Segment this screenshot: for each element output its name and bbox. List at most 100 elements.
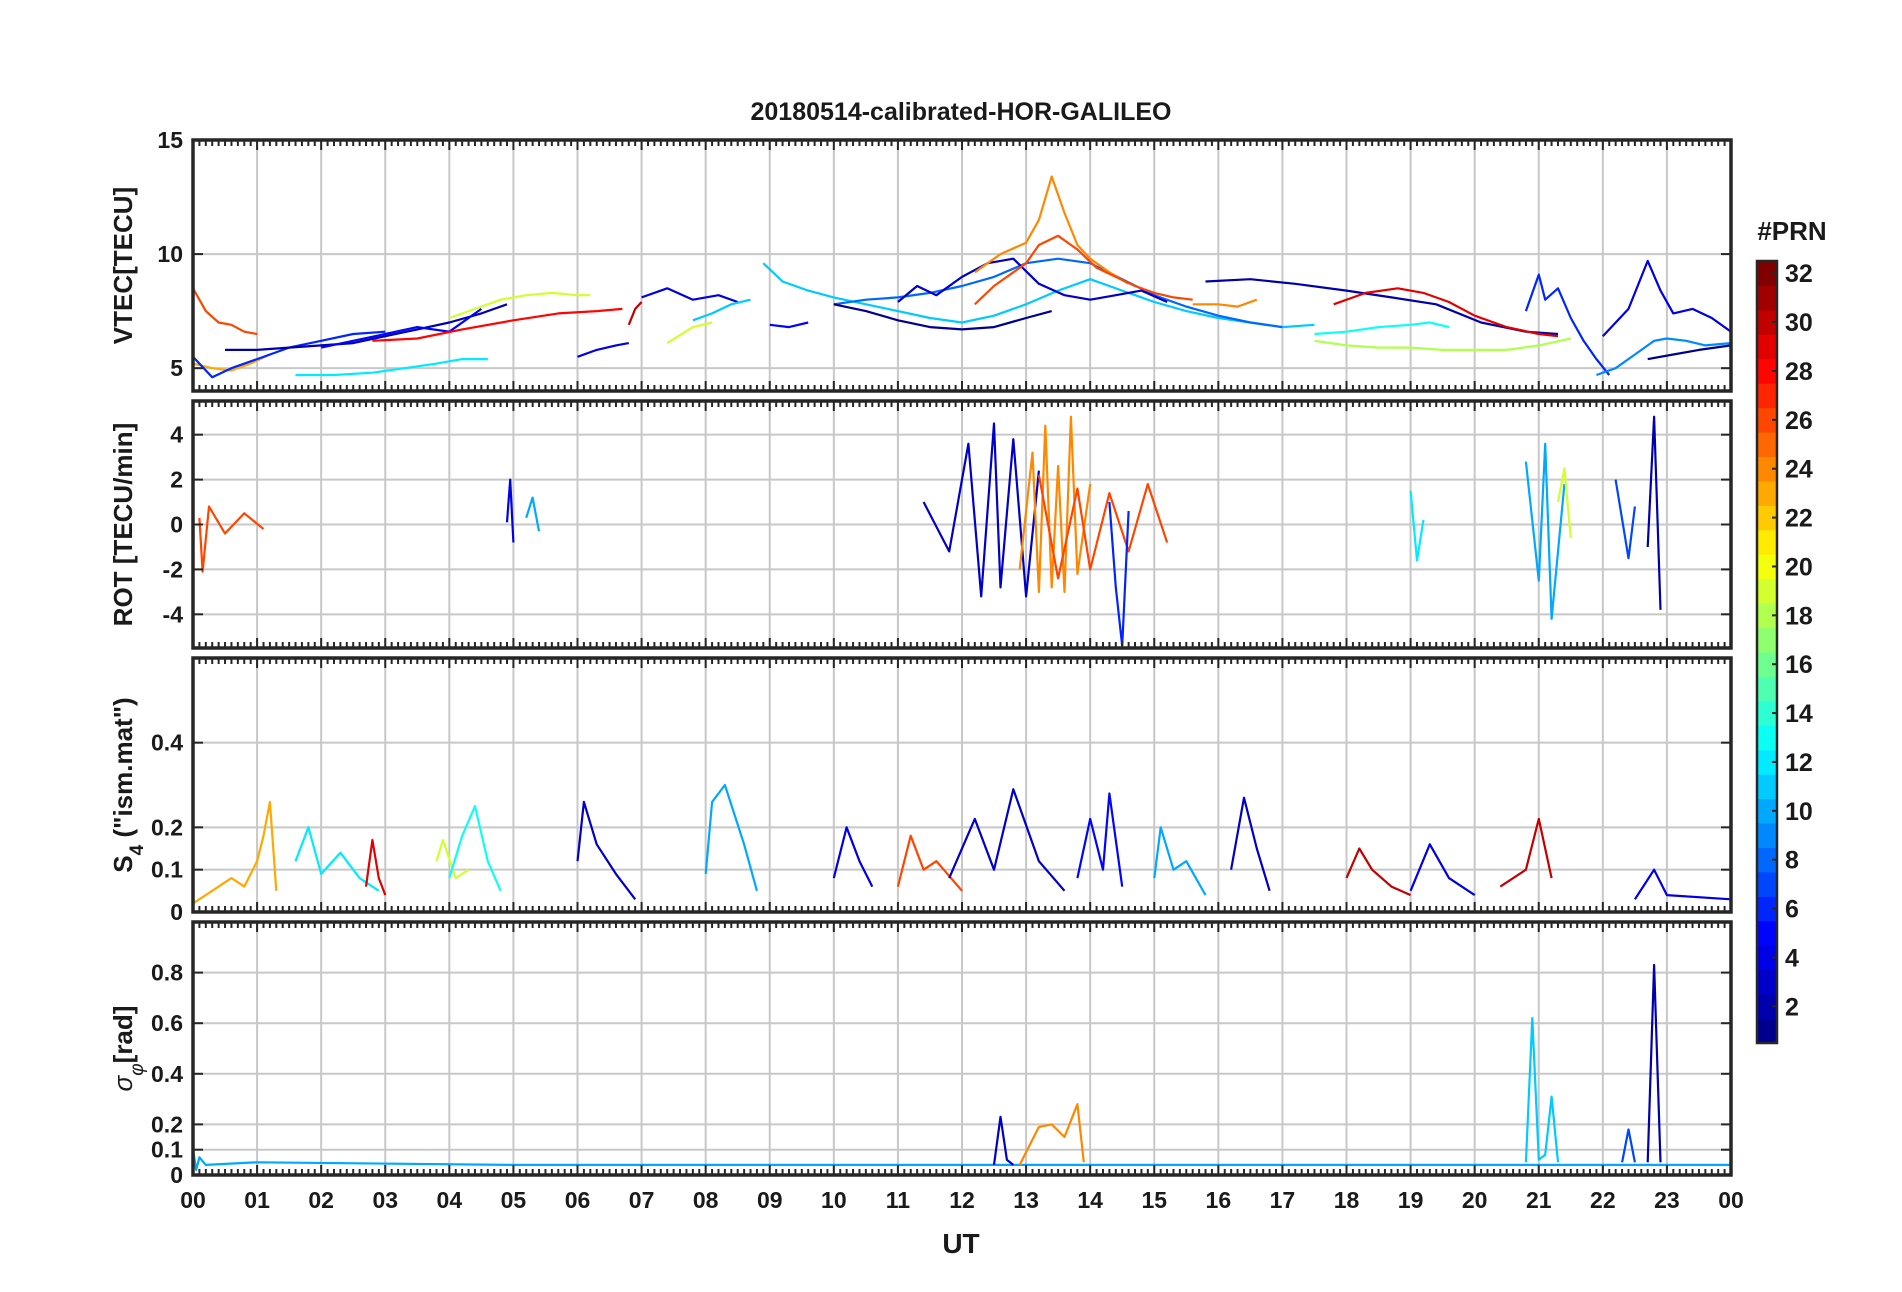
x-tick-label: 20 [1462,1187,1488,1213]
colorbar-cell [1757,261,1777,286]
series-prn-12 [295,358,488,377]
colorbar-cell [1757,309,1777,335]
colorbar-cell [1757,920,1777,946]
y-tick-label: -2 [163,556,183,582]
series-prn-24 [1018,415,1092,594]
series-prn-4 [1409,843,1476,897]
x-tick-label: 15 [1141,1187,1167,1213]
series-prn-11 [1524,1016,1560,1163]
series-prn-10 [193,1149,1731,1172]
series-prn-10 [1524,442,1566,620]
colorbar-cell [1757,358,1777,384]
y-tick-label: 0.4 [151,730,183,756]
y-tick-label: 4 [170,422,183,448]
series-prn-4 [641,287,739,304]
series-prn-30 [1499,817,1553,888]
series-prn-26 [198,505,265,573]
series-prn-3 [992,1115,1014,1166]
x-tick-label: 12 [949,1187,975,1213]
series-prn-3 [576,800,637,900]
colorbar-cell [1757,529,1777,555]
x-tick-label: 14 [1077,1187,1103,1213]
series-prn-2 [225,303,508,351]
x-tick-label: 03 [372,1187,398,1213]
colorbar-tick-label: 26 [1785,407,1813,435]
y-axis-label-rest: [rad] [108,1006,138,1064]
x-tick-label: 22 [1590,1187,1616,1213]
x-tick-label: 09 [757,1187,783,1213]
colorbar-cell [1757,896,1777,922]
x-tick-label: 18 [1334,1187,1360,1213]
y-axis-label: S4 ("ism.mat") [108,697,148,872]
series-prn-26 [974,234,1193,306]
y-axis-label: σφ[rad] [108,1006,148,1092]
series-prn-5 [1076,792,1124,887]
x-tick-label: 06 [565,1187,591,1213]
series-prn-1 [833,303,1052,331]
series-prn-5 [769,321,809,329]
y-tick-label: 5 [170,355,183,381]
colorbar-tick-label: 32 [1785,260,1813,288]
colorbar-tick-label: 10 [1785,798,1813,826]
series-prn-3 [948,788,1066,892]
colorbar-tick-label: 4 [1785,944,1799,972]
x-tick-label: 10 [821,1187,847,1213]
series-prn-26 [193,287,258,336]
y-tick-label: 0.1 [151,1137,183,1163]
colorbar-cell [1757,407,1777,433]
x-tick-label: 07 [629,1187,655,1213]
series-prn-18 [1314,337,1572,351]
colorbar-cell [1757,627,1777,653]
series-prn-3 [1230,796,1271,892]
y-tick-label: 0.6 [151,1010,183,1036]
series-prn-6 [1108,501,1130,647]
y-tick-label: 0 [170,512,183,538]
x-tick-label: 23 [1654,1187,1680,1213]
colorbar-tick-label: 28 [1785,358,1813,386]
series-prn-4 [1633,868,1731,901]
colorbar-cell [1757,334,1777,360]
colorbar-cell [1757,554,1777,580]
colorbar-cell [1757,285,1777,311]
colorbar-cell [1757,700,1777,726]
series-prn-28 [372,307,623,342]
y-tick-label: 0.8 [151,960,183,986]
y-tick-label: 0.2 [151,814,183,840]
y-tick-label: 0 [170,899,183,925]
colorbar-cell [1757,676,1777,702]
x-tick-label: 21 [1526,1187,1552,1213]
y-axis-label: VTEC[TECU] [108,187,138,344]
series-group-sigma [193,963,1731,1172]
colorbar-tick-label: 6 [1785,896,1799,924]
series-prn-26 [1037,474,1169,580]
colorbar-cell [1757,505,1777,531]
series-prn-12 [294,826,380,892]
series-prn-24 [1018,1103,1085,1166]
y-axis-label-main: S [108,855,138,872]
y-axis-label-sub: φ [127,1063,148,1075]
colorbar-cell [1757,383,1777,409]
y-tick-label: 0 [170,1162,183,1188]
series-prn-5 [320,308,483,349]
y-tick-label: 10 [157,241,183,267]
series-prn-24 [974,175,1130,285]
series-prn-6 [1524,273,1611,376]
series-prn-3 [922,422,1040,598]
panel-sigma: 00.10.20.40.60.8σφ[rad] [108,920,1733,1188]
series-prn-7 [1614,479,1636,560]
colorbar-cell [1757,480,1777,506]
y-tick-label: 0.4 [151,1061,183,1087]
series-prn-1 [1647,344,1731,361]
colorbar-tick-label: 16 [1785,651,1813,679]
panel-s4: 00.10.20.4S4 ("ism.mat") [108,656,1733,925]
series-prn-8 [833,257,1283,329]
colorbar-cell [1757,823,1777,848]
series-prn-2 [1646,415,1662,610]
colorbar-cell [1757,456,1777,482]
series-prn-26 [896,834,963,892]
colorbar-tick-label: 12 [1785,749,1813,777]
series-prn-4 [832,826,874,888]
colorbar-cell [1757,603,1777,629]
